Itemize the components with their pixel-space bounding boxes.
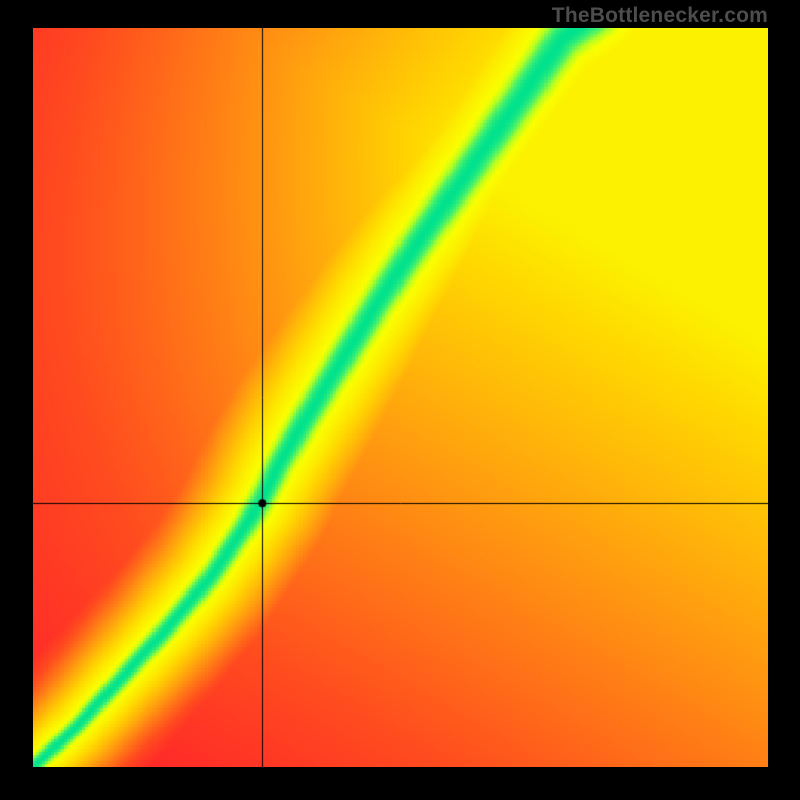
heatmap-canvas bbox=[33, 28, 768, 767]
figure-frame: TheBottlenecker.com bbox=[0, 0, 800, 800]
heatmap-plot bbox=[33, 28, 768, 767]
watermark-text: TheBottlenecker.com bbox=[552, 4, 768, 28]
